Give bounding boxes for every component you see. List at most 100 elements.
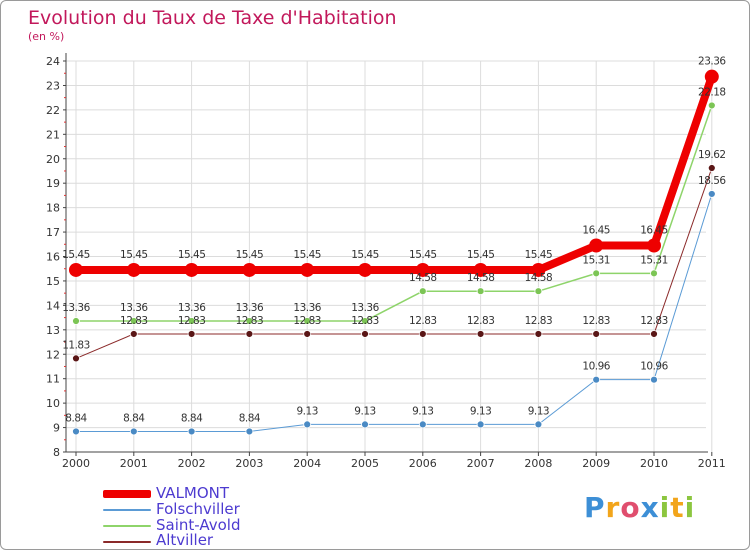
data-point-folschviller bbox=[303, 420, 312, 429]
data-point-valmont bbox=[69, 262, 83, 277]
data-point-saint-avold bbox=[187, 317, 196, 325]
data-point-valmont bbox=[415, 262, 430, 277]
x-tick-label: 2003 bbox=[235, 457, 263, 470]
x-tick-label: 2004 bbox=[293, 457, 321, 470]
data-point-altviller bbox=[592, 330, 601, 338]
data-label-saint-avold: 13.36 bbox=[293, 302, 321, 314]
legend-label-folschviller: Folschviller bbox=[156, 500, 240, 518]
data-label-valmont: 15.45 bbox=[62, 249, 90, 261]
data-point-altviller bbox=[707, 164, 716, 172]
data-label-altviller: 12.83 bbox=[236, 315, 264, 327]
legend-label-valmont: VALMONT bbox=[156, 484, 230, 502]
series-line-altviller bbox=[75, 167, 713, 359]
data-label-altviller: 19.62 bbox=[698, 149, 726, 161]
data-label-saint-avold: 13.36 bbox=[236, 302, 264, 314]
data-label-altviller: 12.83 bbox=[525, 315, 553, 327]
data-point-folschviller bbox=[245, 427, 254, 436]
legend-swatch-valmont bbox=[103, 490, 151, 498]
data-point-altviller bbox=[187, 330, 196, 338]
data-point-valmont bbox=[647, 238, 661, 253]
y-tick-label: 18 bbox=[46, 202, 60, 215]
data-label-saint-avold: 13.36 bbox=[120, 302, 148, 314]
data-point-valmont bbox=[358, 262, 372, 277]
data-label-altviller: 12.83 bbox=[351, 315, 379, 327]
data-label-folschviller: 10.96 bbox=[640, 361, 668, 373]
x-tick-label: 2002 bbox=[178, 457, 206, 470]
legend-swatch-folschviller bbox=[103, 509, 151, 511]
y-tick-label: 15 bbox=[46, 275, 60, 288]
data-point-valmont bbox=[126, 262, 141, 277]
data-point-altviller bbox=[418, 330, 427, 338]
data-label-saint-avold: 13.36 bbox=[351, 302, 379, 314]
y-tick-label: 22 bbox=[46, 104, 60, 117]
legend-label-saint-avold: Saint-Avold bbox=[156, 516, 241, 534]
data-point-valmont bbox=[300, 262, 315, 277]
y-tick-label: 23 bbox=[46, 79, 60, 92]
legend-swatch-saint-avold bbox=[103, 525, 151, 527]
data-label-valmont: 16.45 bbox=[640, 225, 668, 237]
y-tick-label: 9 bbox=[53, 422, 60, 435]
data-label-folschviller: 10.96 bbox=[582, 361, 610, 373]
data-point-saint-avold bbox=[592, 269, 601, 278]
data-point-altviller bbox=[129, 330, 138, 338]
data-point-altviller bbox=[72, 354, 80, 363]
data-point-folschviller bbox=[707, 190, 716, 198]
data-point-altviller bbox=[650, 330, 658, 338]
series-line-folschviller bbox=[75, 193, 713, 432]
data-label-folschviller: 9.13 bbox=[412, 405, 433, 417]
x-tick-label: 2000 bbox=[62, 457, 90, 470]
data-label-valmont: 15.45 bbox=[351, 249, 379, 261]
data-point-saint-avold bbox=[707, 101, 716, 110]
data-label-altviller: 11.83 bbox=[62, 339, 90, 351]
data-label-saint-avold: 14.58 bbox=[467, 272, 495, 284]
data-point-folschviller bbox=[129, 427, 138, 436]
data-point-altviller bbox=[245, 330, 254, 338]
y-tick-label: 8 bbox=[53, 446, 60, 459]
data-label-folschviller: 8.84 bbox=[65, 412, 87, 424]
data-point-folschviller bbox=[650, 375, 658, 384]
data-point-folschviller bbox=[418, 420, 427, 429]
data-label-valmont: 15.45 bbox=[178, 249, 206, 261]
data-label-valmont: 15.45 bbox=[120, 249, 148, 261]
data-label-altviller: 12.83 bbox=[582, 315, 610, 327]
data-label-valmont: 16.45 bbox=[582, 225, 610, 237]
logo-letter: r bbox=[605, 491, 621, 524]
data-label-saint-avold: 13.36 bbox=[178, 302, 206, 314]
logo-letter: i bbox=[659, 491, 671, 524]
data-point-valmont bbox=[704, 69, 719, 84]
x-tick-label: 2009 bbox=[582, 457, 610, 470]
y-tick-label: 12 bbox=[46, 348, 60, 361]
data-label-altviller: 12.83 bbox=[640, 315, 668, 327]
data-point-saint-avold bbox=[476, 287, 485, 296]
data-point-folschviller bbox=[187, 427, 196, 436]
data-point-altviller bbox=[361, 330, 369, 338]
data-label-folschviller: 9.13 bbox=[470, 405, 491, 417]
x-tick-label: 2011 bbox=[698, 457, 726, 470]
data-point-folschviller bbox=[361, 420, 369, 429]
x-tick-label: 2005 bbox=[351, 457, 379, 470]
data-point-saint-avold bbox=[418, 287, 427, 296]
data-label-folschviller: 9.13 bbox=[528, 405, 549, 417]
data-point-saint-avold bbox=[303, 317, 312, 325]
data-label-folschviller: 9.13 bbox=[354, 405, 375, 417]
data-point-saint-avold bbox=[534, 287, 543, 296]
series-line-valmont bbox=[72, 72, 716, 274]
x-tick-label: 2006 bbox=[409, 457, 437, 470]
proxiti-logo: Proxiti bbox=[584, 491, 695, 524]
data-label-valmont: 15.45 bbox=[467, 249, 495, 261]
legend-label-altviller: Altviller bbox=[156, 531, 214, 549]
series-line-saint-avold bbox=[75, 104, 713, 322]
data-point-valmont bbox=[531, 262, 546, 277]
legend-swatch-altviller bbox=[103, 541, 151, 543]
data-point-folschviller bbox=[534, 420, 543, 429]
data-label-folschviller: 18.56 bbox=[698, 175, 726, 187]
data-label-valmont: 15.45 bbox=[236, 249, 264, 261]
data-label-altviller: 12.83 bbox=[293, 315, 321, 327]
data-point-saint-avold bbox=[72, 317, 80, 325]
y-tick-label: 16 bbox=[46, 251, 60, 264]
x-tick-label: 2001 bbox=[120, 457, 148, 470]
data-label-saint-avold: 14.58 bbox=[525, 272, 553, 284]
data-label-folschviller: 9.13 bbox=[297, 405, 318, 417]
